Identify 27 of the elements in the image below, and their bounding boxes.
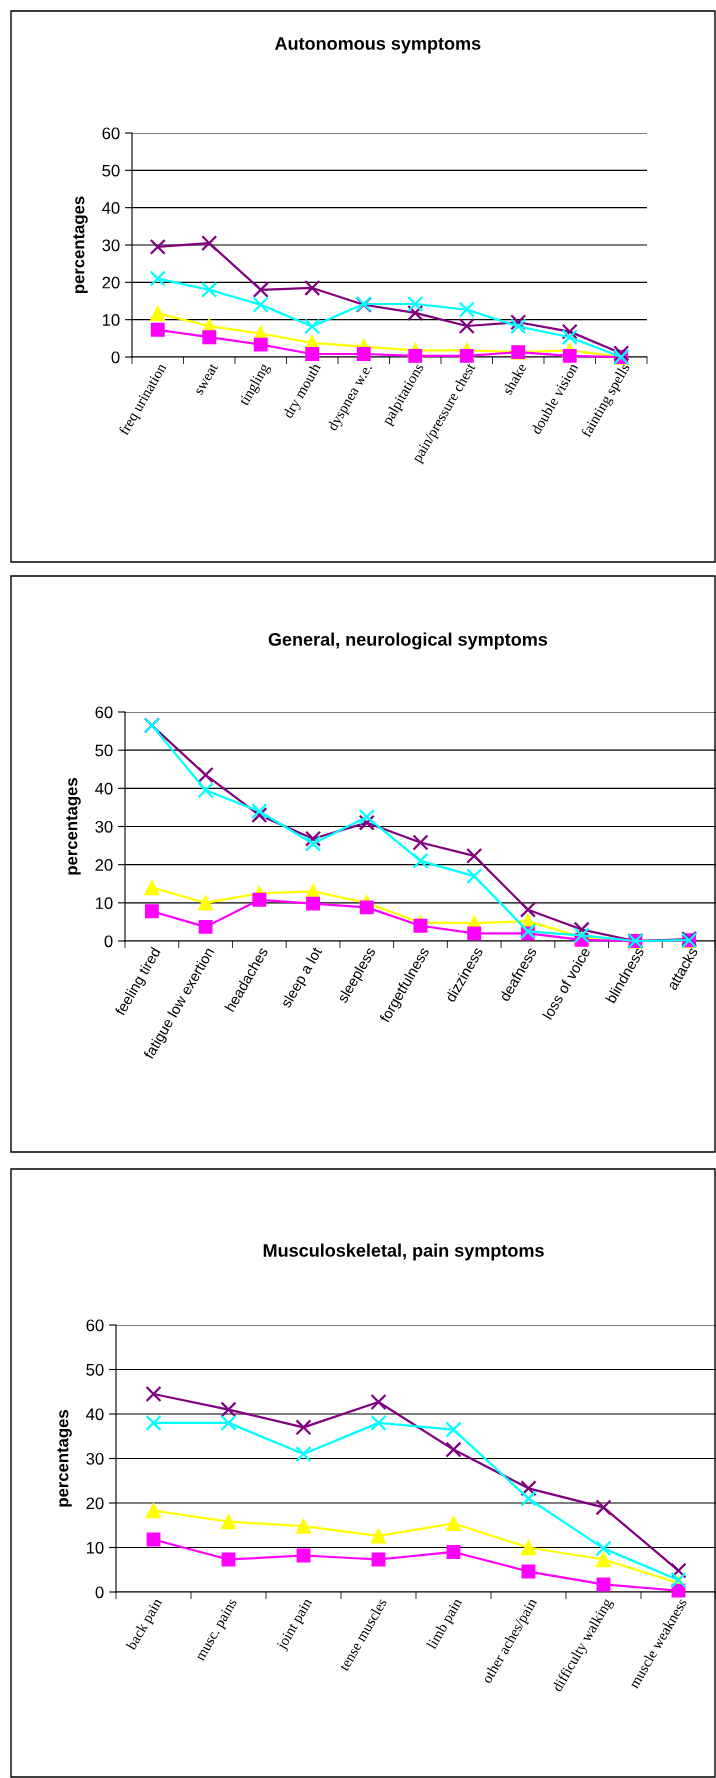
y-tick-label: 40 bbox=[86, 1408, 104, 1421]
y-tick-label: 0 bbox=[111, 351, 120, 364]
y-tick-label: 50 bbox=[102, 164, 120, 177]
y-tick-label: 50 bbox=[95, 744, 113, 757]
y-tick-label: 40 bbox=[95, 782, 113, 795]
y-tick-label: 50 bbox=[86, 1363, 104, 1376]
y-axis-title: percentages bbox=[66, 778, 81, 875]
y-tick-label: 20 bbox=[102, 276, 120, 289]
y-tick-label: 20 bbox=[95, 859, 113, 871]
chart-title: Musculoskeletal, pain symptoms bbox=[263, 1243, 544, 1261]
y-tick-label: 10 bbox=[95, 897, 113, 910]
y-axis-title: percentages bbox=[57, 1410, 72, 1507]
y-tick-label: 0 bbox=[104, 935, 113, 948]
y-tick-label: 30 bbox=[102, 239, 120, 252]
y-axis-title: percentages bbox=[73, 196, 88, 293]
y-tick-label: 20 bbox=[86, 1497, 104, 1510]
chart-title: Autonomous symptoms bbox=[274, 37, 481, 54]
y-tick-label: 10 bbox=[102, 314, 120, 326]
y-tick-label: 30 bbox=[86, 1452, 104, 1465]
chart-title: General, neurological symptoms bbox=[268, 632, 548, 650]
y-tick-label: 30 bbox=[95, 820, 113, 833]
y-tick-label: 0 bbox=[95, 1586, 104, 1599]
y-tick-label: 40 bbox=[102, 202, 120, 214]
y-tick-label: 60 bbox=[95, 706, 113, 719]
y-tick-label: 60 bbox=[86, 1319, 104, 1332]
y-tick-label: 10 bbox=[86, 1541, 104, 1554]
y-tick-label: 60 bbox=[102, 127, 120, 140]
